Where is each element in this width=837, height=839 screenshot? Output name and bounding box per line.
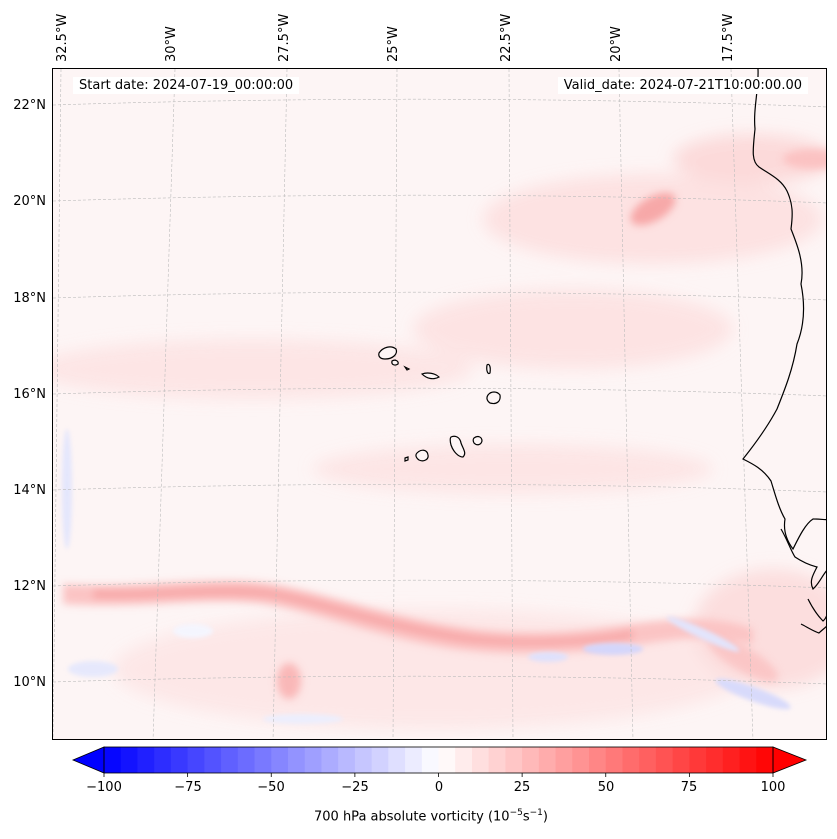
lat-label-20n: 20°N bbox=[13, 194, 46, 209]
lon-label-32-5w: 32.5°W bbox=[55, 13, 70, 62]
colorbar-segment bbox=[271, 747, 289, 773]
colorbar-segment bbox=[438, 747, 456, 773]
colorbar-segment bbox=[338, 747, 356, 773]
colorbar-segment bbox=[254, 747, 272, 773]
colorbar-segment bbox=[237, 747, 256, 773]
colorbar-segment bbox=[589, 747, 607, 773]
colorbar-segment bbox=[522, 747, 540, 773]
colorbar-segments bbox=[104, 747, 774, 773]
colorbar-segment bbox=[706, 747, 724, 773]
colorbar-title-mid: s bbox=[522, 809, 530, 825]
vorticity-map: Start date: 2024-07-19_00:00:00 Valid_da… bbox=[52, 68, 827, 740]
colorbar-segment bbox=[756, 747, 774, 773]
colorbar-segment bbox=[154, 747, 172, 773]
colorbar-tick-label-neg25: −25 bbox=[341, 780, 369, 795]
lon-label-27-5w: 27.5°W bbox=[277, 13, 292, 62]
colorbar bbox=[71, 746, 808, 777]
colorbar-segment bbox=[689, 747, 707, 773]
colorbar-title-sup2: −1 bbox=[529, 808, 543, 818]
lon-label-17-5w: 17.5°W bbox=[721, 13, 736, 62]
colorbar-title-end: ) bbox=[542, 809, 548, 825]
colorbar-tick-label-100: 100 bbox=[760, 780, 786, 795]
colorbar-segment bbox=[572, 747, 590, 773]
colorbar-segment bbox=[287, 747, 306, 773]
colorbar-segment bbox=[455, 747, 473, 773]
colorbar-title-main: 700 hPa absolute vorticity (10 bbox=[314, 809, 510, 825]
colorbar-segment bbox=[104, 747, 122, 773]
colorbar-segment bbox=[655, 747, 674, 773]
colorbar-segment bbox=[555, 747, 573, 773]
colorbar-title: 700 hPa absolute vorticity (10−5s−1) bbox=[314, 808, 548, 824]
lat-label-12n: 12°N bbox=[13, 579, 46, 594]
colorbar-segment bbox=[488, 747, 506, 773]
colorbar-segment bbox=[739, 747, 757, 773]
lat-label-18n: 18°N bbox=[13, 291, 46, 306]
colorbar-segment bbox=[471, 747, 490, 773]
colorbar-tick-label-neg75: −75 bbox=[174, 780, 202, 795]
colorbar-segment bbox=[304, 747, 322, 773]
colorbar-tick-label-25: 25 bbox=[513, 780, 531, 795]
lon-label-20w: 20°W bbox=[609, 26, 624, 62]
start-date-label: Start date: 2024-07-19_00:00:00 bbox=[73, 77, 300, 94]
colorbar-title-sup1: −5 bbox=[509, 808, 523, 818]
lat-label-14n: 14°N bbox=[13, 483, 46, 498]
colorbar-segment bbox=[354, 747, 373, 773]
colorbar-segment bbox=[321, 747, 339, 773]
colorbar-segment bbox=[505, 747, 523, 773]
colorbar-segment bbox=[605, 747, 623, 773]
colorbar-segment bbox=[538, 747, 557, 773]
colorbar-segment bbox=[120, 747, 138, 773]
colorbar-segment bbox=[639, 747, 657, 773]
colorbar-segment bbox=[722, 747, 741, 773]
colorbar-segment bbox=[137, 747, 155, 773]
lat-label-16n: 16°N bbox=[13, 387, 46, 402]
colorbar-segment bbox=[204, 747, 222, 773]
lat-label-10n: 10°N bbox=[13, 675, 46, 690]
colorbar-segment bbox=[672, 747, 690, 773]
valid-date-label: Valid_date: 2024-07-21T10:00:00.00 bbox=[557, 77, 808, 94]
lon-label-25w: 25°W bbox=[386, 26, 401, 62]
coastline bbox=[742, 69, 826, 634]
colorbar-segment bbox=[371, 747, 389, 773]
colorbar-tick-label-neg100: −100 bbox=[86, 780, 122, 795]
colorbar-segment bbox=[221, 747, 239, 773]
colorbar-tick-marks bbox=[103, 773, 774, 777]
colorbar-segment bbox=[421, 747, 439, 773]
colorbar-segment bbox=[622, 747, 640, 773]
colorbar-tick-label-neg50: −50 bbox=[257, 780, 285, 795]
vorticity-field bbox=[53, 69, 826, 739]
lon-label-30w: 30°W bbox=[164, 26, 179, 62]
colorbar-tick-label-75: 75 bbox=[680, 780, 698, 795]
colorbar-segment bbox=[388, 747, 406, 773]
map-gridlines bbox=[53, 69, 826, 739]
colorbar-min-arrow bbox=[71, 746, 105, 774]
lat-label-22n: 22°N bbox=[13, 98, 46, 113]
colorbar-tick-label-50: 50 bbox=[597, 780, 615, 795]
colorbar-segment bbox=[187, 747, 205, 773]
colorbar-tick-label-0: 0 bbox=[434, 780, 444, 795]
colorbar-segment bbox=[170, 747, 189, 773]
lon-label-22-5w: 22.5°W bbox=[499, 13, 514, 62]
cape-verde-islands bbox=[378, 346, 501, 462]
colorbar-max-arrow bbox=[772, 746, 808, 774]
colorbar-segment bbox=[405, 747, 423, 773]
